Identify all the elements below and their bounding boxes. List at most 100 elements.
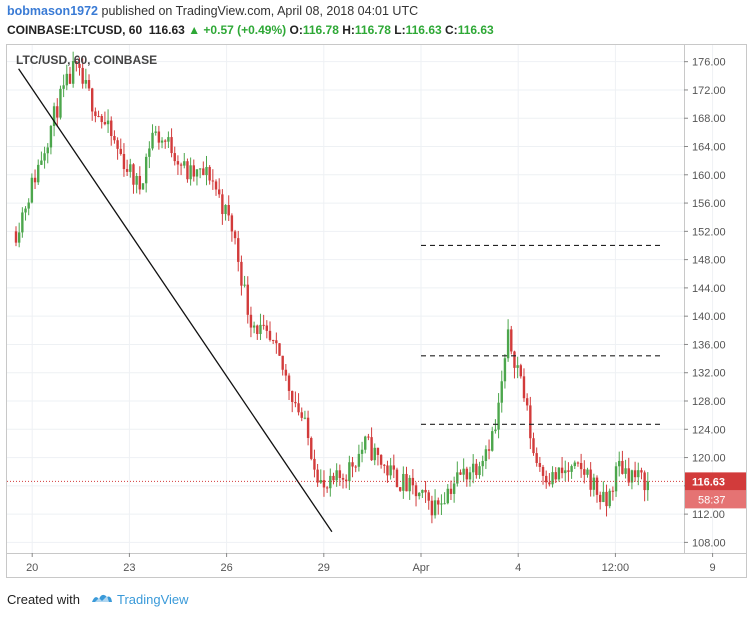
time-tick-label: 12:00 xyxy=(602,562,630,574)
candle-body xyxy=(592,477,596,490)
candle-body xyxy=(160,140,164,143)
price-axis[interactable]: 176.00 172.00 168.00 164.00 160.00 156.00 152.… xyxy=(684,57,746,550)
candle-body xyxy=(97,116,100,118)
candle-body xyxy=(579,462,583,470)
candle-body xyxy=(205,166,208,176)
time-axis[interactable]: 20 23 26 29 Apr 4 12:00 9 xyxy=(26,553,716,574)
candle-body xyxy=(491,431,494,451)
tradingview-logo-icon[interactable] xyxy=(90,589,114,607)
candle-body xyxy=(43,153,46,161)
high-label: H: xyxy=(342,23,355,37)
candle-body xyxy=(433,500,437,516)
candle-body xyxy=(618,460,621,467)
open-value: 116.78 xyxy=(302,23,339,37)
price-tick-label: 176.00 xyxy=(692,57,726,69)
candle-body xyxy=(170,137,173,154)
low-label: L: xyxy=(394,23,406,37)
time-tick-label: 23 xyxy=(123,562,135,574)
candle-body xyxy=(551,472,554,485)
created-with-label: Created with xyxy=(7,592,80,607)
candle-body xyxy=(554,472,557,480)
time-tick-label: 26 xyxy=(220,562,232,574)
candle-body xyxy=(408,477,411,492)
candle-body xyxy=(294,401,297,404)
candle-body xyxy=(46,147,49,154)
candle-body xyxy=(475,463,478,476)
candle-body xyxy=(376,447,380,455)
candle-body xyxy=(640,470,643,473)
candle-body xyxy=(246,284,249,315)
price-tick-label: 128.00 xyxy=(692,396,726,408)
countdown-tag-label: 58:37 xyxy=(698,494,726,506)
candle-body xyxy=(78,63,81,68)
countdown-tag xyxy=(685,490,746,509)
candle-body xyxy=(373,447,376,461)
candle-body xyxy=(141,183,145,190)
author-link[interactable]: bobmason1972 xyxy=(7,4,99,18)
quote-line: COINBASE:LTCUSD, 60 116.63 ▲ +0.57 (+0.4… xyxy=(7,23,494,37)
candle-body xyxy=(627,468,630,483)
candle-body xyxy=(62,85,65,89)
candle-body xyxy=(522,376,526,399)
candle-body xyxy=(221,194,224,215)
price-tick-label: 164.00 xyxy=(692,142,726,154)
candle-body xyxy=(300,412,303,418)
candle-body xyxy=(33,177,37,183)
candle-body xyxy=(503,358,507,382)
time-tick-label: 20 xyxy=(26,562,38,574)
candle-body xyxy=(570,466,573,472)
candle-body xyxy=(208,166,211,181)
candle-body xyxy=(392,465,396,470)
candle-body xyxy=(173,153,176,162)
candle-body xyxy=(506,329,510,359)
candle-body xyxy=(510,329,513,352)
symbol-label: COINBASE:LTCUSD, 60 xyxy=(7,23,143,37)
candle-body xyxy=(557,467,561,480)
candle-body xyxy=(598,494,602,503)
candle-body xyxy=(532,438,535,454)
price-tick-label: 152.00 xyxy=(692,226,726,238)
time-tick-label: 29 xyxy=(318,562,330,574)
tradingview-brand-link[interactable]: TradingView xyxy=(117,592,189,607)
candle-body xyxy=(325,487,329,489)
candle-body xyxy=(624,468,627,474)
candle-body xyxy=(370,437,373,461)
candle-body xyxy=(211,180,215,182)
candle-body xyxy=(344,479,348,482)
candle-body xyxy=(262,324,265,326)
candle-body xyxy=(243,284,246,286)
candle-body xyxy=(17,232,21,243)
candle-body xyxy=(367,436,370,438)
grid xyxy=(7,45,714,553)
candle-body xyxy=(167,137,170,142)
candle-body xyxy=(237,238,240,262)
candle-body xyxy=(113,136,116,141)
candle-body xyxy=(30,177,34,203)
candle-body xyxy=(265,325,269,331)
trend-line[interactable] xyxy=(18,68,333,533)
candle-body xyxy=(217,189,221,195)
candle-body xyxy=(125,169,129,172)
candle-body xyxy=(602,491,605,503)
candle-body xyxy=(252,325,256,328)
candle-body xyxy=(316,469,319,483)
chart-area[interactable]: 176.00 172.00 168.00 164.00 160.00 156.00 152.… xyxy=(6,44,748,579)
candle-body xyxy=(154,131,157,133)
candle-body xyxy=(643,472,646,491)
price-tick-label: 140.00 xyxy=(692,311,726,323)
last-price-tag xyxy=(685,472,746,491)
candle-body xyxy=(630,470,634,483)
time-tick-label: 9 xyxy=(710,562,716,574)
candle-body xyxy=(202,168,205,176)
candle-body xyxy=(545,475,548,483)
candle-body xyxy=(271,339,275,341)
candle-body xyxy=(291,390,294,402)
candle-body xyxy=(144,156,148,184)
candle-body xyxy=(332,475,335,481)
candle-body xyxy=(484,449,488,461)
price-chart[interactable]: 176.00 172.00 168.00 164.00 160.00 156.00 152.… xyxy=(6,44,748,579)
candle-body xyxy=(278,343,281,356)
candle-body xyxy=(306,417,310,439)
close-value: 116.63 xyxy=(457,23,494,37)
candle-body xyxy=(465,468,469,480)
